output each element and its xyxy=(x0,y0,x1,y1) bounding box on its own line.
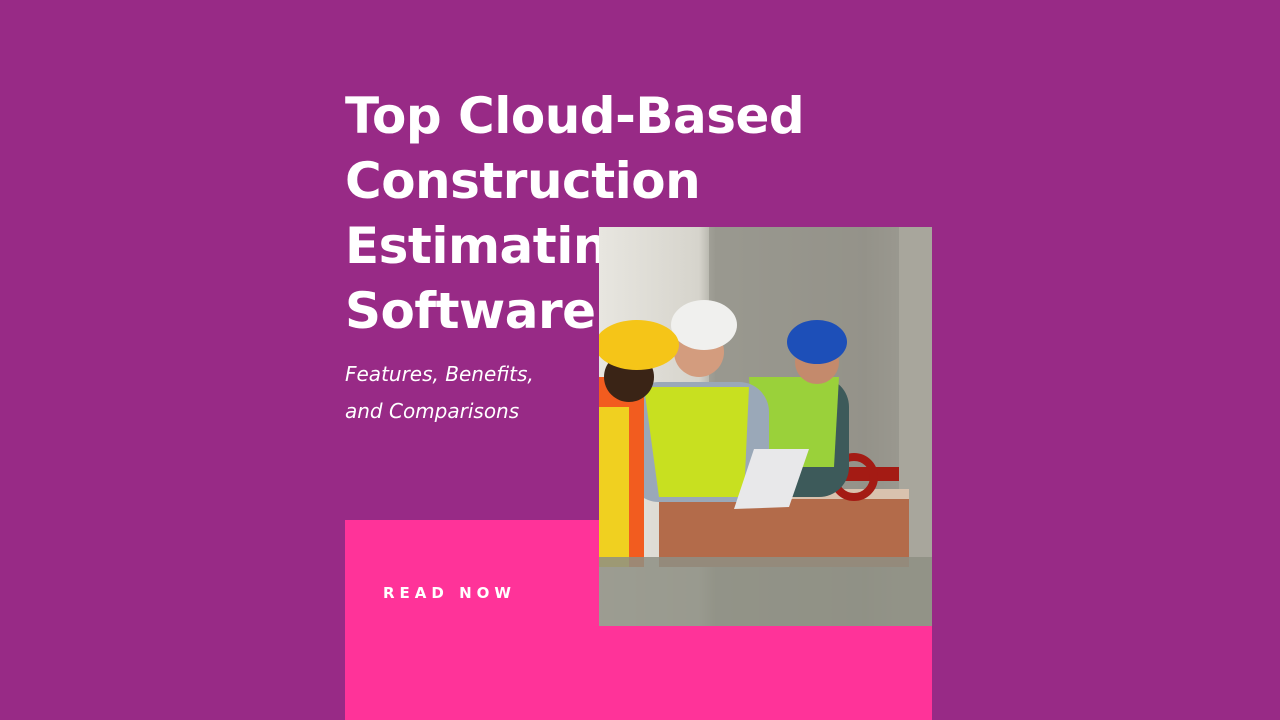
read-now-button[interactable]: READ NOW xyxy=(383,584,516,602)
title-line: Construction Estimating xyxy=(345,152,701,275)
subtitle-line: Features, Benefits, xyxy=(345,362,534,386)
title-line: Software xyxy=(345,282,596,340)
subtitle: Features, Benefits, and Comparisons xyxy=(345,356,575,430)
subtitle-line: and Comparisons xyxy=(345,399,520,423)
title-line: Top Cloud-Based xyxy=(345,87,805,145)
construction-workers-photo xyxy=(599,227,932,626)
page-title: Top Cloud-Based Construction Estimating … xyxy=(345,84,965,344)
